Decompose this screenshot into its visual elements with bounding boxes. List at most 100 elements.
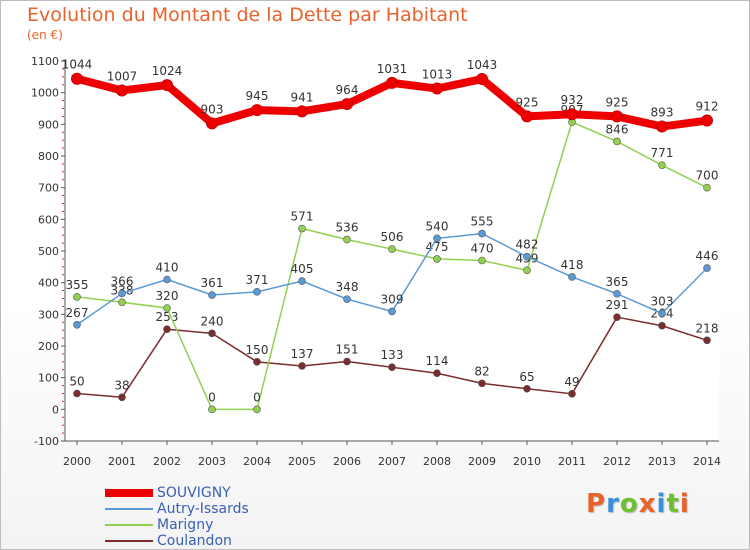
- y-tick-label: 800: [38, 150, 59, 163]
- x-tick-label: 2010: [513, 455, 541, 468]
- brand-letter: i: [656, 489, 667, 519]
- data-label: 1024: [152, 64, 183, 78]
- brand-letter: o: [619, 489, 639, 519]
- data-point: [703, 264, 711, 272]
- data-label: 371: [246, 273, 269, 287]
- data-label: 150: [246, 343, 269, 357]
- proxiti-logo: Proxiti: [586, 489, 690, 519]
- x-tick-label: 2005: [288, 455, 316, 468]
- data-label: 361: [201, 276, 224, 290]
- x-tick-label: 2008: [423, 455, 451, 468]
- data-label: 1031: [377, 62, 408, 76]
- data-label: 893: [651, 106, 674, 120]
- x-tick-label: 2013: [648, 455, 676, 468]
- x-tick-label: 2009: [468, 455, 496, 468]
- data-point: [658, 321, 666, 330]
- data-point: [523, 266, 531, 275]
- data-point: [433, 369, 441, 378]
- data-point: [521, 110, 533, 123]
- data-point: [388, 307, 396, 316]
- legend-label: Autry-Issards: [157, 501, 249, 517]
- data-point: [388, 245, 396, 253]
- data-point: [476, 73, 488, 86]
- data-label: 240: [201, 314, 224, 328]
- data-label: 114: [426, 354, 449, 368]
- data-label: 571: [291, 210, 314, 224]
- x-tick-label: 2007: [378, 455, 406, 468]
- data-point: [251, 104, 263, 117]
- data-label: 1013: [422, 68, 453, 82]
- x-tick-label: 2001: [108, 455, 136, 468]
- legend-swatch: [105, 489, 153, 497]
- data-label: 291: [606, 298, 629, 312]
- data-point: [523, 252, 531, 261]
- data-point: [613, 313, 621, 321]
- data-point: [388, 363, 396, 372]
- data-label: 555: [471, 215, 494, 229]
- data-point: [343, 235, 351, 244]
- data-label: 846: [606, 122, 629, 136]
- data-label: 38: [114, 378, 129, 392]
- y-tick-label: 500: [38, 245, 59, 258]
- legend-item: SOUVIGNY: [105, 485, 249, 501]
- data-label: 50: [69, 375, 84, 389]
- data-point: [73, 293, 81, 301]
- data-label: 405: [291, 262, 314, 276]
- brand-letter: r: [606, 489, 620, 519]
- y-tick-label: 1000: [31, 87, 59, 100]
- data-label: 320: [156, 289, 179, 303]
- brand-letter: x: [638, 489, 657, 519]
- data-label: 475: [426, 240, 449, 254]
- data-label: 945: [246, 89, 269, 103]
- data-point: [341, 98, 353, 111]
- data-point: [163, 275, 171, 284]
- data-point: [703, 336, 711, 345]
- data-point: [118, 298, 126, 307]
- x-tick-label: 2002: [153, 455, 181, 468]
- data-label: 366: [111, 274, 134, 288]
- data-label: 0: [208, 390, 216, 404]
- data-point: [163, 325, 171, 334]
- y-tick-label: 900: [38, 118, 59, 131]
- data-point: [253, 405, 261, 414]
- data-label: 506: [381, 230, 404, 244]
- data-label: 365: [606, 275, 629, 289]
- legend-swatch: [105, 508, 153, 510]
- legend-item: Coulandon: [105, 533, 249, 549]
- y-tick-label: 600: [38, 213, 59, 226]
- data-point: [343, 295, 351, 303]
- data-point: [568, 273, 576, 281]
- data-point: [431, 82, 443, 95]
- y-tick-label: 300: [38, 308, 59, 321]
- data-point: [656, 120, 668, 133]
- y-tick-label: 700: [38, 182, 59, 195]
- x-tick-label: 2014: [693, 455, 721, 468]
- data-point: [478, 229, 486, 238]
- data-point: [118, 393, 126, 402]
- data-label: 925: [516, 95, 539, 109]
- brand-letter: P: [586, 489, 607, 519]
- legend-label: Marigny: [157, 517, 214, 533]
- data-point: [73, 389, 81, 398]
- y-tick-label: 0: [52, 403, 59, 416]
- data-point: [208, 405, 216, 414]
- y-tick-label: 1100: [31, 55, 59, 68]
- data-point: [613, 137, 621, 146]
- data-label: 932: [561, 93, 584, 107]
- data-point: [161, 79, 173, 92]
- chart-legend: SOUVIGNY Autry-Issards Marigny Coulandon: [105, 485, 249, 549]
- y-tick-label: 100: [38, 372, 59, 385]
- data-label: 1044: [62, 58, 93, 72]
- chart-title: Evolution du Montant de la Dette par Hab…: [27, 4, 468, 26]
- x-tick-label: 2003: [198, 455, 226, 468]
- x-tick-label: 2011: [558, 455, 586, 468]
- legend-item: Autry-Issards: [105, 501, 249, 517]
- data-point: [298, 224, 306, 233]
- data-label: 925: [606, 95, 629, 109]
- data-point: [208, 291, 216, 299]
- data-label: 303: [651, 294, 674, 308]
- data-label: 1007: [107, 69, 138, 83]
- data-point: [116, 84, 128, 97]
- data-label: 470: [471, 242, 494, 256]
- x-tick-label: 2004: [243, 455, 271, 468]
